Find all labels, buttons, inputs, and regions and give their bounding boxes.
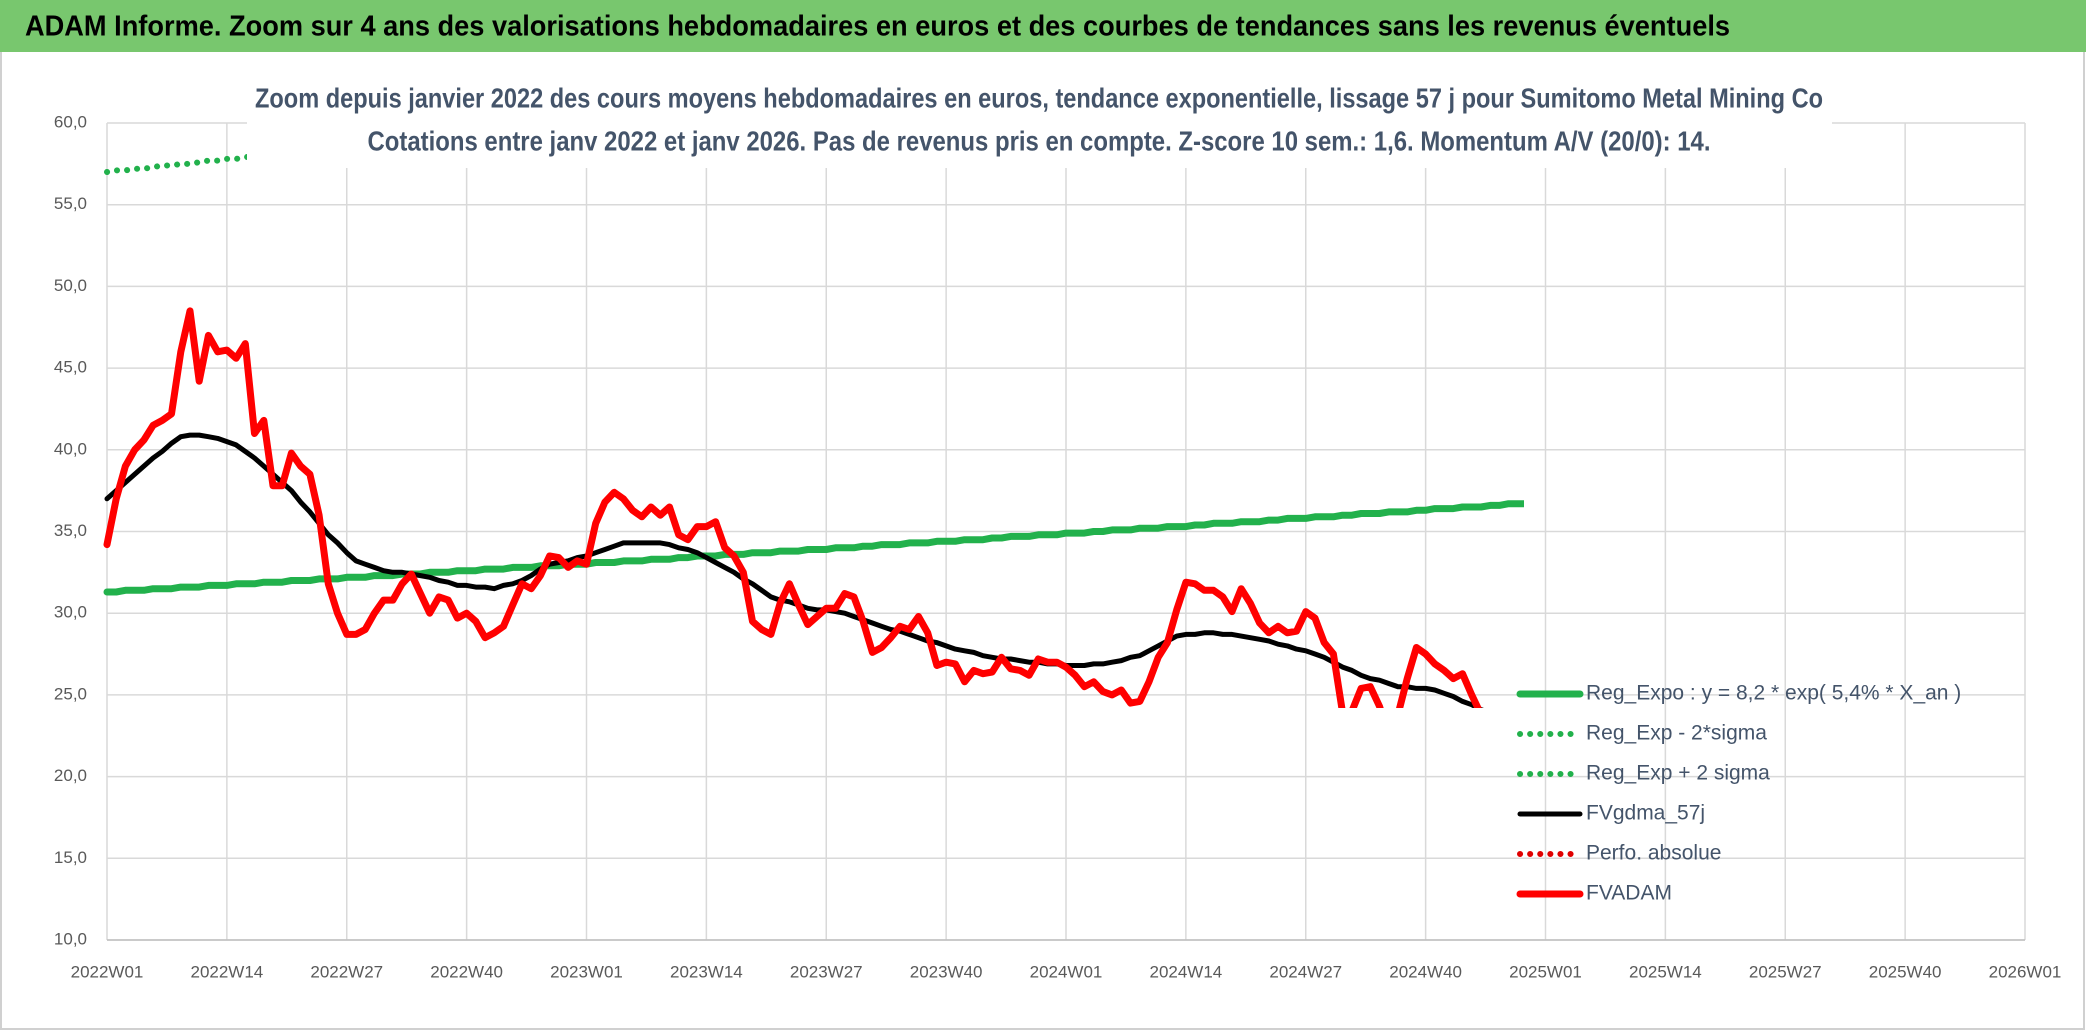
x-tick-label: 2023W14	[670, 962, 743, 981]
y-tick-label: 30,0	[54, 603, 87, 622]
legend-label: FVADAM	[1586, 882, 1672, 905]
chart-subtitle: Cotations entre janv 2022 et janv 2026. …	[368, 125, 1711, 156]
x-tick-label: 2024W40	[1389, 962, 1462, 981]
header-title: ADAM Informe. Zoom sur 4 ans des valoris…	[25, 11, 1730, 43]
y-tick-label: 45,0	[54, 358, 87, 377]
y-tick-label: 20,0	[54, 766, 87, 785]
y-tick-label: 60,0	[54, 112, 87, 131]
y-tick-label: 35,0	[54, 521, 87, 540]
x-tick-label: 2023W01	[550, 962, 623, 981]
x-tick-label: 2025W27	[1749, 962, 1822, 981]
legend-label: Perfo. absolue	[1586, 842, 1721, 865]
axes: 10,0 15,0 20,0 25,0 30,0 35,0 40,0 45,0 50,0 55,0…	[54, 112, 2061, 981]
y-tick-label: 55,0	[54, 194, 87, 213]
legend-label: Reg_Exp + 2 sigma	[1586, 762, 1770, 785]
x-tick-label: 2024W27	[1269, 962, 1342, 981]
title-box	[247, 78, 1832, 168]
legend: Reg_Expo : y = 8,2 * exp( 5,4% * X_an ) R…	[1516, 682, 1961, 905]
y-tick-label: 25,0	[54, 684, 87, 703]
y-tick-label: 10,0	[54, 929, 87, 948]
y-tick-label: 50,0	[54, 276, 87, 295]
y-tick-label: 15,0	[54, 848, 87, 867]
series-line	[103, 500, 1524, 596]
x-tick-label: 2022W14	[190, 962, 263, 981]
legend-label: FVgdma_57j	[1586, 802, 1705, 825]
x-tick-label: 2025W14	[1629, 962, 1702, 981]
x-tick-label: 2022W40	[430, 962, 503, 981]
x-tick-label: 2025W40	[1869, 962, 1942, 981]
x-tick-label: 2022W27	[310, 962, 383, 981]
x-tick-label: 2024W01	[1030, 962, 1103, 981]
x-tick-label: 2024W14	[1149, 962, 1222, 981]
legend-label: Reg_Exp - 2*sigma	[1586, 722, 1767, 745]
legend-label: Reg_Expo : y = 8,2 * exp( 5,4% * X_an )	[1586, 682, 1961, 705]
x-tick-label: 2025W01	[1509, 962, 1582, 981]
x-tick-label: 2022W01	[71, 962, 144, 981]
x-tick-label: 2026W01	[1989, 962, 2062, 981]
x-tick-label: 2023W40	[910, 962, 983, 981]
header-bar	[0, 0, 2086, 52]
y-tick-label: 40,0	[54, 439, 87, 458]
x-tick-label: 2023W27	[790, 962, 863, 981]
chart-title: Zoom depuis janvier 2022 des cours moyen…	[255, 82, 1823, 113]
series-line	[103, 307, 1482, 708]
